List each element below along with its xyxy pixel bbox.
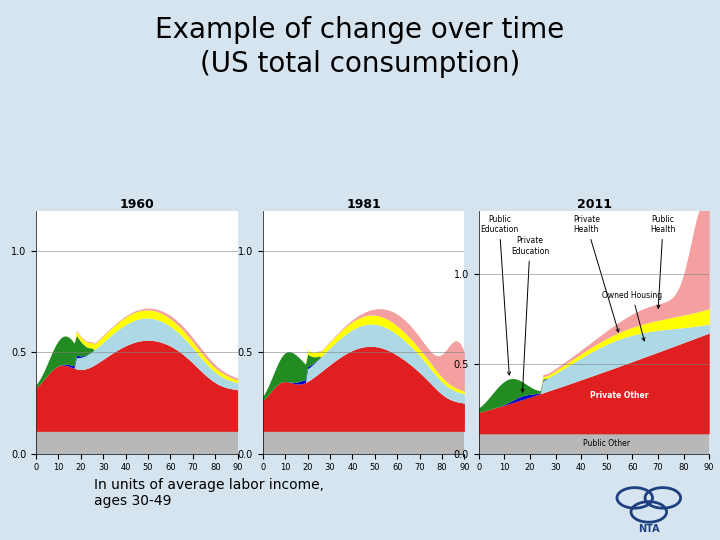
Title: 2011: 2011 (577, 198, 611, 211)
Text: NTA: NTA (638, 524, 660, 534)
Text: In units of average labor income,
ages 30-49: In units of average labor income, ages 3… (94, 478, 323, 508)
Title: 1960: 1960 (120, 198, 154, 211)
Title: 1981: 1981 (346, 198, 381, 211)
Text: Private
Education: Private Education (511, 236, 549, 392)
Text: Owned Housing: Owned Housing (603, 291, 662, 341)
Text: Public Other: Public Other (583, 439, 630, 448)
Text: Public
Health: Public Health (650, 214, 676, 308)
Text: Example of change over time
(US total consumption): Example of change over time (US total co… (156, 16, 564, 78)
Text: Private Other: Private Other (590, 392, 649, 401)
Text: Public
Education: Public Education (480, 214, 518, 375)
Text: Private
Health: Private Health (573, 214, 619, 332)
